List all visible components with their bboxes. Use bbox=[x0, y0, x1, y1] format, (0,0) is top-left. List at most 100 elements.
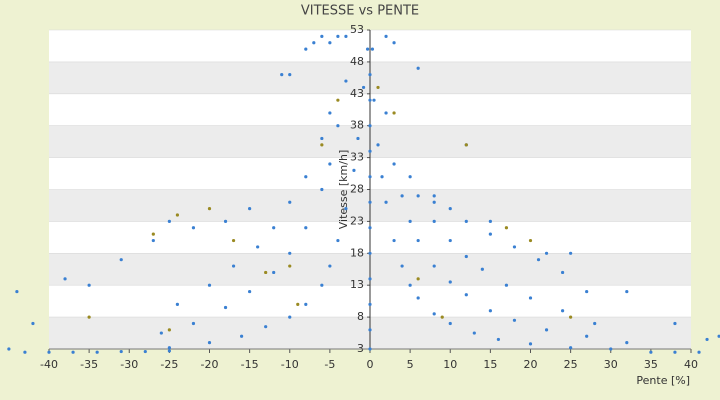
point bbox=[167, 219, 171, 223]
point bbox=[408, 219, 412, 223]
point bbox=[440, 315, 444, 319]
point bbox=[528, 342, 533, 346]
point bbox=[207, 207, 212, 211]
x-tick-label: 30 bbox=[604, 358, 618, 371]
point bbox=[320, 136, 324, 141]
x-tick-label: -35 bbox=[80, 358, 98, 371]
point bbox=[432, 200, 436, 204]
point bbox=[496, 337, 500, 342]
point bbox=[167, 349, 171, 353]
point bbox=[207, 283, 212, 287]
point bbox=[304, 226, 308, 230]
point bbox=[697, 350, 701, 354]
x-tick-label: 10 bbox=[443, 358, 457, 371]
point bbox=[569, 346, 573, 350]
point bbox=[23, 350, 27, 354]
point bbox=[392, 41, 396, 45]
point bbox=[328, 162, 332, 166]
point bbox=[561, 270, 565, 275]
point bbox=[336, 124, 340, 128]
point bbox=[384, 111, 388, 115]
point bbox=[365, 47, 370, 51]
point bbox=[717, 334, 720, 338]
point bbox=[392, 162, 396, 166]
point bbox=[356, 136, 360, 141]
point bbox=[368, 277, 372, 281]
point bbox=[416, 277, 420, 281]
point bbox=[320, 34, 324, 38]
x-tick-label: 40 bbox=[684, 358, 698, 371]
point bbox=[336, 34, 340, 38]
point bbox=[191, 226, 196, 230]
x-tick-label: -20 bbox=[201, 358, 219, 371]
x-tick-label: 15 bbox=[483, 358, 497, 371]
point bbox=[368, 347, 372, 351]
point bbox=[320, 283, 324, 287]
point bbox=[368, 73, 372, 77]
point bbox=[280, 73, 284, 77]
point bbox=[649, 350, 653, 354]
point bbox=[231, 264, 236, 268]
point bbox=[336, 238, 340, 243]
x-tick-label: -5 bbox=[324, 358, 335, 371]
point bbox=[223, 305, 228, 310]
x-axis-title: Pente [%] bbox=[636, 374, 690, 387]
x-tick-label: -25 bbox=[160, 358, 178, 371]
point bbox=[432, 219, 436, 223]
point bbox=[569, 315, 573, 319]
point bbox=[288, 264, 292, 268]
point bbox=[400, 194, 404, 198]
x-tick-label: -10 bbox=[281, 358, 299, 371]
point bbox=[593, 321, 597, 326]
point bbox=[296, 302, 300, 306]
point bbox=[480, 267, 484, 271]
y-tick-label: 53 bbox=[350, 23, 364, 36]
point bbox=[264, 270, 268, 275]
y-axis-title: Vitesse [km/h] bbox=[337, 150, 350, 230]
point bbox=[288, 73, 292, 77]
point bbox=[448, 280, 452, 284]
y-tick-label: 43 bbox=[350, 87, 364, 100]
point bbox=[361, 85, 366, 90]
point bbox=[223, 219, 228, 223]
point bbox=[15, 289, 19, 294]
point bbox=[432, 194, 436, 198]
point bbox=[464, 219, 468, 223]
y-tick-label: 8 bbox=[357, 310, 364, 323]
point bbox=[368, 328, 372, 332]
point bbox=[143, 349, 147, 354]
x-tick-label: -15 bbox=[241, 358, 259, 371]
point bbox=[304, 175, 308, 179]
point bbox=[167, 346, 171, 350]
point bbox=[585, 334, 589, 338]
x-tick-label: 5 bbox=[407, 358, 414, 371]
point bbox=[625, 289, 629, 294]
point bbox=[380, 175, 384, 179]
point bbox=[31, 321, 35, 326]
point bbox=[544, 251, 549, 255]
point bbox=[408, 175, 412, 179]
point bbox=[544, 328, 549, 332]
point bbox=[167, 328, 171, 332]
point bbox=[71, 350, 75, 354]
point bbox=[344, 207, 348, 211]
y-tick-label: 28 bbox=[350, 183, 364, 196]
point bbox=[368, 124, 372, 128]
point bbox=[328, 41, 332, 45]
point bbox=[175, 302, 179, 306]
x-tick-label: -30 bbox=[120, 358, 138, 371]
point bbox=[448, 238, 452, 243]
point bbox=[432, 264, 436, 268]
point bbox=[288, 200, 292, 204]
point bbox=[408, 283, 412, 287]
point bbox=[384, 200, 388, 204]
point bbox=[464, 293, 468, 297]
point bbox=[488, 309, 492, 313]
x-tick-label: -40 bbox=[40, 358, 58, 371]
point bbox=[256, 245, 260, 249]
point bbox=[87, 283, 91, 287]
point bbox=[328, 264, 332, 268]
point bbox=[264, 325, 268, 329]
x-tick-label: 25 bbox=[564, 358, 578, 371]
point bbox=[416, 238, 420, 243]
